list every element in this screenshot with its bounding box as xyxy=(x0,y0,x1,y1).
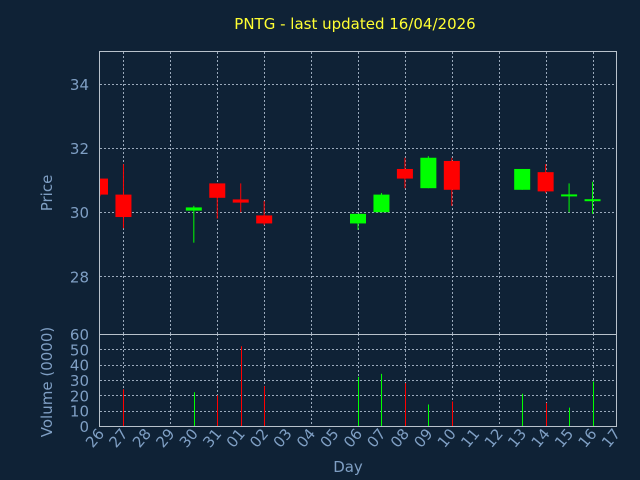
day-tick-label: 27 xyxy=(105,425,131,451)
price-axis-label: Price xyxy=(38,175,56,212)
volume-tick-label: 50 xyxy=(70,341,89,359)
candle-body xyxy=(443,160,460,190)
price-grid xyxy=(100,52,616,334)
day-tick-label: 07 xyxy=(363,425,389,451)
candle-body xyxy=(420,157,437,189)
candle-body xyxy=(232,199,249,203)
day-tick-label: 10 xyxy=(434,425,460,451)
candle xyxy=(443,157,460,206)
volume-tick-label: 40 xyxy=(70,357,89,375)
volume-tick-label: 10 xyxy=(70,403,89,421)
volume-panel-frame xyxy=(99,334,617,427)
price-tick-label: 34 xyxy=(70,76,89,94)
candle xyxy=(396,157,413,189)
candle-body xyxy=(561,194,578,197)
day-tick-label: 28 xyxy=(129,425,155,451)
candle xyxy=(561,183,578,213)
candle xyxy=(256,201,273,226)
price-tick-label: 28 xyxy=(70,268,89,286)
day-tick-labels: 2627282930310102030405060708091011121314… xyxy=(82,425,624,451)
candle xyxy=(115,164,132,229)
candle xyxy=(537,164,554,193)
day-tick-label: 02 xyxy=(246,425,272,451)
volume-tick-label: 30 xyxy=(70,372,89,390)
candle-body xyxy=(514,168,531,190)
candle-body xyxy=(100,178,108,195)
candle xyxy=(350,213,366,230)
candle-body xyxy=(185,207,202,211)
candle-body xyxy=(350,213,366,224)
candle-body xyxy=(115,194,132,218)
day-tick-label: 30 xyxy=(176,425,202,451)
day-tick-label: 11 xyxy=(457,425,483,451)
candle-body xyxy=(396,168,413,179)
candle-body xyxy=(256,215,273,224)
price-tick-labels: 28 30 32 34 xyxy=(70,76,89,286)
candle xyxy=(209,183,226,219)
candle xyxy=(185,205,202,243)
candle-body xyxy=(373,194,390,213)
day-tick-label: 13 xyxy=(504,425,530,451)
day-tick-label: 17 xyxy=(598,425,624,451)
day-axis-label: Day xyxy=(333,458,363,476)
candle-body xyxy=(209,183,226,198)
candle xyxy=(514,168,531,190)
day-tick-label: 14 xyxy=(528,425,554,451)
chart-title: PNTG - last updated 16/04/2026 xyxy=(234,15,475,33)
day-tick-label: 16 xyxy=(575,425,601,451)
candle xyxy=(99,178,108,197)
day-tick-label: 29 xyxy=(152,425,178,451)
candle xyxy=(584,181,601,214)
candlestick-series xyxy=(99,156,601,243)
price-tick-label: 30 xyxy=(70,204,89,222)
day-tick-label: 09 xyxy=(410,425,436,451)
day-tick-label: 06 xyxy=(340,425,366,451)
day-tick-label: 12 xyxy=(481,425,507,451)
day-tick-label: 31 xyxy=(199,425,225,451)
volume-axis-label: Volume (0000) xyxy=(38,327,56,437)
volume-tick-label: 20 xyxy=(70,387,89,405)
day-tick-label: 15 xyxy=(551,425,577,451)
day-tick-label: 05 xyxy=(317,425,343,451)
volume-series xyxy=(123,346,594,426)
volume-tick-label: 60 xyxy=(70,326,89,344)
day-tick-label: 08 xyxy=(387,425,413,451)
candle xyxy=(373,193,390,213)
candle xyxy=(232,183,249,213)
price-tick-label: 32 xyxy=(70,140,89,158)
candle xyxy=(420,156,437,189)
day-tick-label: 04 xyxy=(293,425,319,451)
candle-body xyxy=(537,172,554,192)
candle-body xyxy=(584,199,601,202)
day-tick-label: 03 xyxy=(270,425,296,451)
day-tick-label: 01 xyxy=(223,425,249,451)
volume-tick-label: 0 xyxy=(79,418,89,436)
